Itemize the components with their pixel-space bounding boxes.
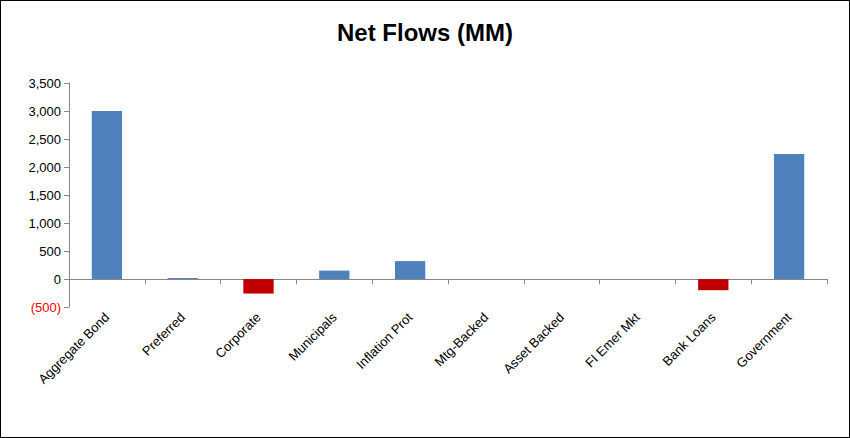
svg-text:2,000: 2,000: [28, 160, 61, 175]
svg-text:0: 0: [54, 272, 61, 287]
svg-text:Preferred: Preferred: [139, 310, 188, 359]
svg-text:Asset Backed: Asset Backed: [500, 310, 567, 377]
svg-text:Net Flows (MM): Net Flows (MM): [337, 19, 513, 46]
svg-text:Municipals: Municipals: [286, 309, 340, 363]
svg-text:(500): (500): [31, 300, 61, 315]
svg-text:1,500: 1,500: [28, 188, 61, 203]
svg-text:3,500: 3,500: [28, 76, 61, 91]
svg-text:1,000: 1,000: [28, 216, 61, 231]
svg-text:Corporate: Corporate: [212, 310, 263, 361]
svg-text:3,000: 3,000: [28, 104, 61, 119]
svg-text:Mtg-Backed: Mtg-Backed: [432, 310, 492, 370]
svg-text:Inflation Prot: Inflation Prot: [353, 309, 415, 371]
svg-text:Bank Loans: Bank Loans: [659, 309, 718, 368]
svg-text:FI Emer Mkt: FI Emer Mkt: [582, 309, 643, 370]
svg-text:Aggregate Bond: Aggregate Bond: [35, 310, 112, 387]
svg-text:500: 500: [39, 244, 61, 259]
svg-text:2,500: 2,500: [28, 132, 61, 147]
svg-text:Government: Government: [733, 309, 794, 370]
